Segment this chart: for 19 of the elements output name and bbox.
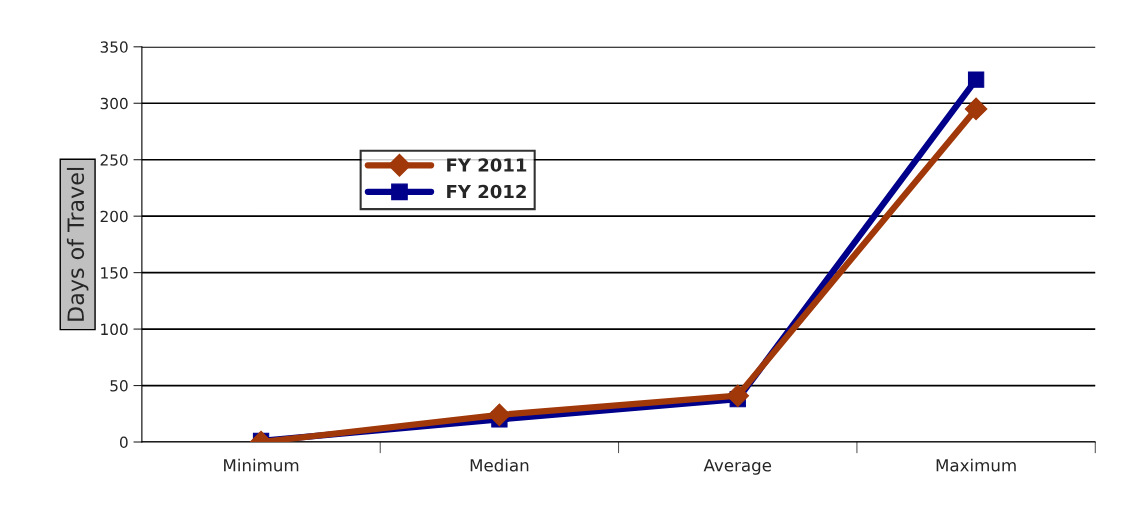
- y-tick-label: 250: [100, 154, 128, 166]
- y-axis-title: Days of Travel: [66, 167, 89, 321]
- legend-label: FY 2012: [447, 184, 526, 199]
- y-tick-label: 150: [101, 267, 128, 279]
- y-tick-label: 50: [110, 380, 128, 392]
- point: [488, 403, 511, 427]
- x-tick-label: Maximum: [936, 458, 1016, 472]
- y-tick-label: 0: [119, 436, 128, 449]
- point: [967, 71, 985, 88]
- x-tick-label: Minimum: [224, 458, 299, 472]
- y-tick-label: 350: [100, 41, 128, 53]
- point: [964, 97, 988, 121]
- point: [726, 384, 750, 408]
- legend-label: FY 2011: [447, 158, 527, 172]
- y-tick-label: 200: [100, 210, 128, 223]
- y-tick-label: 300: [100, 97, 128, 110]
- y-tick-label: 100: [101, 323, 128, 336]
- x-tick-label: Average: [703, 459, 772, 475]
- x-tick-label: Median: [470, 458, 529, 472]
